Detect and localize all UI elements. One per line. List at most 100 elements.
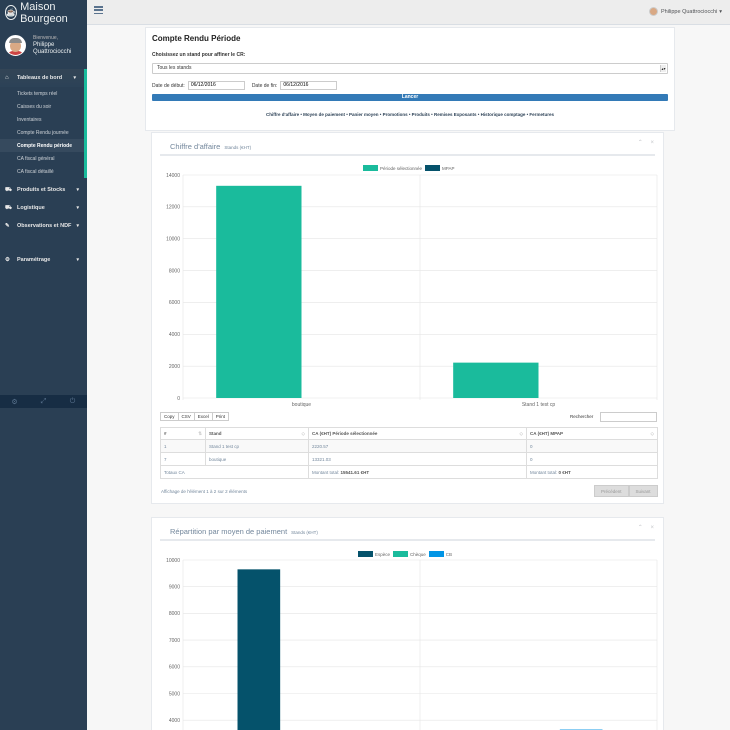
csv-button[interactable]: CSV [177, 412, 195, 421]
payment-subtitle: Stands (€HT) [291, 530, 318, 535]
bar [453, 362, 539, 398]
next-page-button[interactable]: Suivant [628, 485, 658, 497]
y-tick-label: 5000 [169, 691, 180, 697]
welcome-text: Bienvenue, [33, 35, 59, 41]
x-tick-label: boutique [292, 402, 311, 408]
dashboard-submenu: Tickets temps réel Caisses du soir Inven… [0, 87, 87, 178]
coffee-icon: ☕ [5, 5, 18, 20]
legend-label: Espèce [375, 551, 391, 557]
select-arrows-icon: ▴▾ [660, 65, 666, 72]
submit-button[interactable]: Lancer [152, 94, 668, 101]
revenue-chart: 0 2000 4000 6000 8000 10000 12000 14000 boutique… [166, 173, 658, 408]
export-buttons: Copy CSV Excel Print [160, 412, 230, 421]
col-header-ca-mpap[interactable]: CA (€HT) MPAP ◇ [526, 427, 658, 440]
menu-parametrage[interactable]: ⚙ Paramétrage ▾ [0, 251, 87, 269]
menu-label: Paramétrage [17, 257, 51, 263]
close-icon[interactable]: × [650, 525, 654, 531]
prev-page-button[interactable]: Précédent [594, 485, 629, 497]
collapse-icon[interactable]: ⌃ [637, 525, 643, 531]
excel-button[interactable]: Excel [193, 412, 213, 421]
total-label: Totaux CA [160, 465, 309, 479]
revenue-title: Chiffre d'affaire Stands (€HT) [170, 142, 252, 151]
bar [216, 185, 302, 398]
table-row: 7 boutique 13321.03 0 [160, 452, 658, 466]
menu-label: Produits et Stocks [17, 187, 66, 193]
menu-logistique[interactable]: ⛟ Logistique ▾ [0, 199, 87, 217]
y-tick-label: 12000 [166, 205, 180, 211]
legend-label: CB [445, 551, 453, 557]
print-button[interactable]: Print [211, 412, 230, 421]
sidebar-footer: ⚙ ⤢ ⏻ [0, 395, 87, 408]
fullscreen-icon[interactable]: ⤢ [40, 397, 47, 405]
col-header-ca-periode[interactable]: CA (€HT) Période sélectionnée ◇ [308, 427, 527, 440]
sub-item-caisses[interactable]: Caisses du soir [17, 103, 52, 110]
end-date-input[interactable]: 06/12/2016 [280, 81, 338, 90]
profile: Bienvenue, Philippe Quattrociocchi [0, 25, 87, 67]
chevron-down-icon: ▾ [76, 187, 79, 193]
brand-name: Maison Bourgeon [20, 0, 68, 25]
section-links[interactable]: Chiffre d'affaire • Moyen de paiement • … [266, 112, 554, 117]
revenue-table: # ⇅ Stand ◇ CA (€HT) Période sélectionnée ◇… [160, 427, 658, 479]
legend-swatch [363, 165, 378, 171]
sub-item-ca-detaille[interactable]: CA fiscal détaillé [17, 168, 54, 175]
chevron-down-icon: ▾ [76, 205, 79, 211]
chevron-down-icon: ▾ [76, 257, 79, 263]
edit-icon: ✎ [5, 223, 10, 229]
sub-item-ca-general[interactable]: CA fiscal général [17, 155, 55, 162]
payment-legend: Espèce Chèque CB [355, 551, 452, 557]
menu-observations[interactable]: ✎ Observations et NDF ▾ [0, 217, 87, 235]
collapse-icon[interactable]: ⌃ [637, 140, 643, 146]
content: Compte Rendu Période Choisissez un stand… [145, 25, 675, 131]
sub-item-cr-journee[interactable]: Compte Rendu journée [17, 129, 69, 136]
y-tick-label: 0 [177, 396, 180, 402]
bar [237, 569, 281, 730]
col-header-stand[interactable]: Stand ◇ [205, 427, 309, 440]
stand-label: Choisissez un stand pour affiner le CR: [152, 52, 246, 58]
y-tick-label: 8000 [169, 268, 180, 274]
total-periode: Montant total: 15541.61 €HT [308, 465, 527, 479]
page-title: Compte Rendu Période [152, 34, 241, 43]
chevron-down-icon: ▾ [719, 8, 722, 15]
report-form-panel: Compte Rendu Période Choisissez un stand… [145, 27, 675, 131]
legend-label: Chèque [410, 551, 426, 557]
payment-chart: 300040005000600070008000900010000 [166, 558, 658, 730]
col-header-id[interactable]: # ⇅ [160, 427, 206, 440]
y-tick-label: 8000 [169, 611, 180, 617]
table-info: Affichage de l'élément 1 à 2 sur 2 éléme… [161, 489, 248, 494]
menu-toggle-icon[interactable] [94, 6, 103, 14]
revenue-subtitle: Stands (€HT) [224, 145, 252, 150]
search-input[interactable] [600, 412, 657, 422]
sub-item-cr-periode[interactable]: Compte Rendu période [0, 139, 84, 152]
user-menu[interactable]: Philippe Quattrociocchi ▾ [648, 7, 722, 16]
sub-item-inventaires[interactable]: Inventaires [17, 116, 42, 123]
settings-icon[interactable]: ⚙ [11, 398, 18, 406]
y-tick-label: 6000 [169, 665, 180, 671]
y-tick-label: 9000 [169, 585, 180, 591]
menu-tableaux-de-bord[interactable]: ⌂ Tableaux de bord ▾ [0, 69, 87, 87]
pagination: Précédent Suivant [594, 485, 658, 497]
payment-title: Répartition par moyen de paiement Stands … [170, 527, 318, 536]
cogs-icon: ⚙ [5, 257, 10, 263]
y-tick-label: 10000 [166, 237, 180, 243]
y-tick-label: 14000 [166, 173, 180, 179]
box-tools: ⌃ × [638, 139, 654, 146]
user-avatar [648, 7, 658, 16]
home-icon: ⌂ [5, 75, 9, 81]
search-label: Rechercher [570, 414, 594, 419]
start-date-input[interactable]: 06/12/2016 [187, 81, 245, 90]
close-icon[interactable]: × [650, 140, 654, 146]
truck-icon: ⛟ [5, 204, 12, 211]
menu-produits[interactable]: ⛟ Produits et Stocks ▾ [0, 181, 87, 199]
sub-item-tickets[interactable]: Tickets temps réel [17, 90, 58, 97]
avatar [5, 34, 26, 56]
copy-button[interactable]: Copy [160, 412, 179, 421]
power-icon[interactable]: ⏻ [69, 397, 76, 405]
table-footer-row: Totaux CA Montant total: 15541.61 €HT Mo… [160, 465, 658, 479]
start-date-label: Date de début: [152, 82, 185, 89]
brand[interactable]: ☕ Maison Bourgeon [0, 0, 87, 25]
y-tick-label: 10000 [166, 558, 180, 564]
stand-select[interactable]: Tous les stands ▴▾ [152, 63, 668, 74]
menu-label: Observations et NDF [17, 223, 72, 229]
legend-label: Période sélectionnée [380, 165, 423, 171]
top-nav: Philippe Quattrociocchi ▾ [87, 0, 730, 25]
